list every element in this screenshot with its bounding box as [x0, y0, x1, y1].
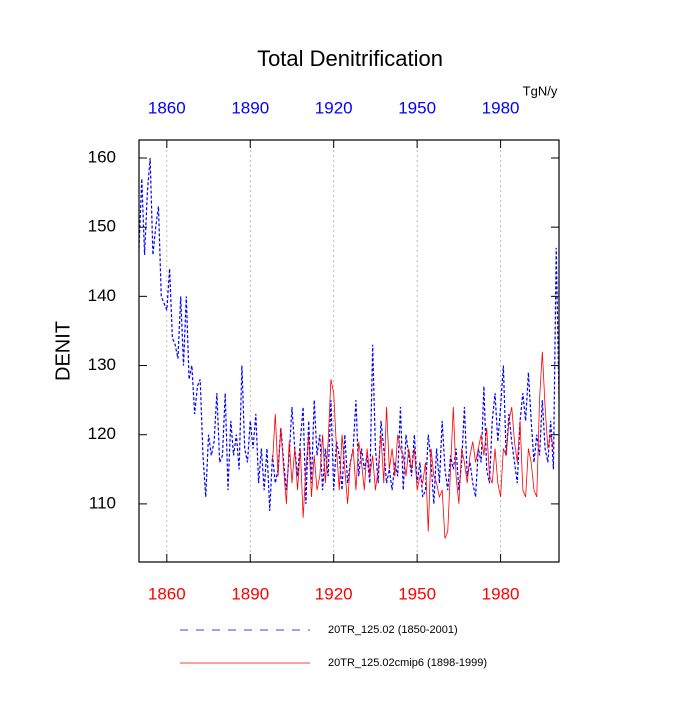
y-tick-label: 150: [88, 217, 116, 236]
chart-title: Total Denitrification: [257, 46, 443, 71]
x-tick-label-top: 1920: [315, 98, 353, 117]
series-line: [138, 157, 560, 511]
x-tick-label: 1920: [315, 584, 353, 603]
legend-label: 20TR_125.02cmip6 (1898-1999): [328, 657, 487, 669]
series-line: [272, 351, 554, 539]
legend-label: 20TR_125.02 (1850-2001): [328, 624, 458, 636]
x-tick-label-top: 1890: [231, 98, 269, 117]
x-tick-label: 1980: [482, 584, 520, 603]
y-tick-label: 140: [88, 286, 116, 305]
units-label: TgN/y: [523, 83, 558, 98]
x-tick-label: 1890: [231, 584, 269, 603]
x-tick-label-top: 1950: [398, 98, 436, 117]
plot-frame: [138, 139, 560, 563]
y-tick-label: 110: [89, 493, 116, 512]
y-tick-label: 120: [88, 424, 116, 443]
y-tick-label: 130: [88, 355, 116, 374]
y-axis-label: DENIT: [52, 321, 74, 381]
y-tick-label: 160: [88, 147, 116, 166]
x-tick-label: 1860: [148, 584, 186, 603]
x-tick-label: 1950: [398, 584, 436, 603]
x-tick-label-top: 1860: [148, 98, 186, 117]
x-tick-label-top: 1980: [482, 98, 520, 117]
